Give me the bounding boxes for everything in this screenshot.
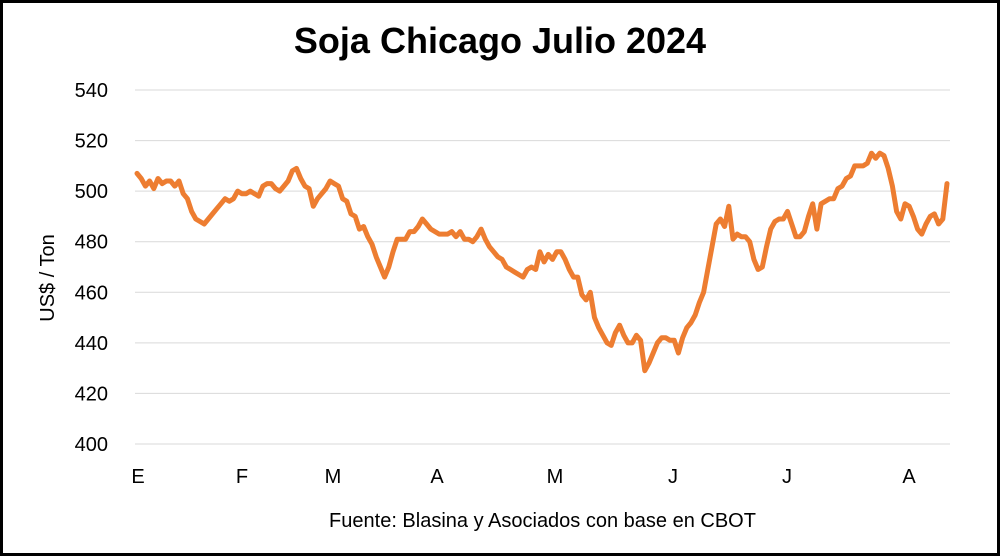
y-tick-label: 460 (75, 282, 108, 304)
y-tick-label: 500 (75, 181, 108, 203)
gridlines (135, 89, 950, 445)
y-tick-label: 540 (75, 80, 108, 102)
y-tick-label: 420 (75, 383, 108, 405)
y-tick-label: 520 (75, 131, 108, 153)
chart-title: Soja Chicago Julio 2024 (293, 20, 707, 61)
x-tick-label: E (131, 466, 144, 488)
x-tick-label: A (902, 466, 916, 488)
source-note: Fuente: Blasina y Asociados con base en … (329, 510, 756, 532)
price-series-line (134, 150, 950, 374)
y-tick-label: 480 (75, 232, 108, 254)
x-tick-label: A (430, 466, 444, 488)
y-tick-label: 440 (75, 333, 108, 355)
y-tick-labels: 400 420 440 460 480 500 520 540 (75, 80, 108, 456)
x-tick-label: M (325, 466, 342, 488)
x-tick-label: J (668, 466, 678, 488)
x-tick-label: J (782, 466, 792, 488)
series-lines (134, 150, 950, 374)
x-tick-label: M (547, 466, 564, 488)
y-tick-label: 400 (75, 434, 108, 456)
x-tick-label: F (236, 466, 248, 488)
